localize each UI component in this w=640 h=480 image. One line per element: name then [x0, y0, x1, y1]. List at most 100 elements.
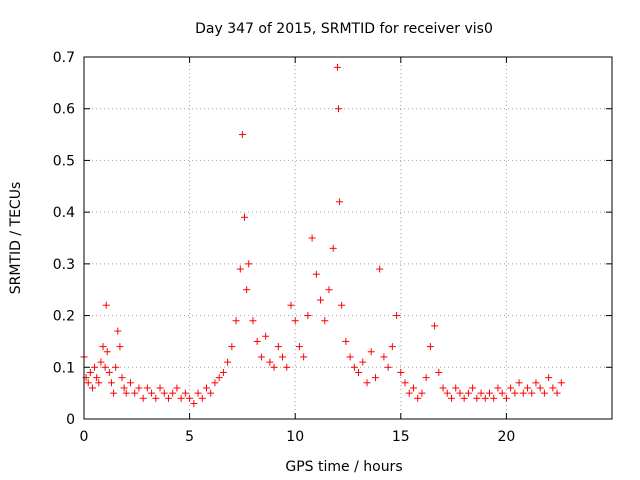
data-point	[494, 384, 502, 392]
data-point	[295, 343, 303, 351]
data-point	[498, 389, 506, 397]
data-point	[287, 301, 295, 309]
x-tick-label: 20	[497, 429, 515, 445]
data-point	[91, 363, 99, 371]
y-axis-label: SRMTID / TECUs	[8, 182, 24, 295]
data-point	[519, 389, 527, 397]
data-point	[105, 368, 113, 376]
data-point	[397, 368, 405, 376]
data-point	[110, 389, 118, 397]
data-point	[156, 384, 164, 392]
data-point	[202, 384, 210, 392]
data-point	[224, 358, 232, 366]
data-point	[135, 384, 143, 392]
data-point	[528, 389, 536, 397]
data-point	[99, 343, 107, 351]
data-point	[236, 265, 244, 273]
data-point	[350, 363, 358, 371]
data-point	[336, 198, 344, 206]
x-tick-label: 10	[286, 429, 304, 445]
data-point	[321, 317, 329, 325]
data-point	[238, 131, 246, 139]
data-point	[160, 389, 168, 397]
data-point	[228, 343, 236, 351]
x-tick-label: 15	[392, 429, 410, 445]
data-point	[456, 389, 464, 397]
data-point	[122, 389, 130, 397]
data-point	[338, 301, 346, 309]
data-point	[194, 389, 202, 397]
plot-frame	[83, 56, 613, 420]
data-point	[507, 384, 515, 392]
y-tick-label: 0.3	[53, 257, 75, 273]
data-point	[557, 379, 565, 387]
data-point	[107, 379, 115, 387]
data-point	[511, 389, 519, 397]
data-point	[164, 394, 172, 402]
data-point	[114, 327, 122, 335]
data-point	[215, 374, 223, 382]
x-tick-label: 5	[185, 429, 194, 445]
data-point	[435, 368, 443, 376]
y-tick-label: 0.4	[53, 205, 75, 221]
data-point	[243, 286, 251, 294]
data-point	[291, 317, 299, 325]
data-point	[126, 379, 134, 387]
data-point	[490, 394, 498, 402]
y-tick-label: 0.2	[53, 309, 75, 325]
data-point	[329, 244, 337, 252]
data-point	[540, 389, 548, 397]
data-point	[312, 270, 320, 278]
data-point	[422, 374, 430, 382]
data-point	[477, 389, 485, 397]
data-point	[266, 358, 274, 366]
data-point	[431, 322, 439, 330]
data-point	[257, 353, 265, 361]
data-point	[274, 343, 282, 351]
data-point	[363, 379, 371, 387]
data-point	[405, 389, 413, 397]
data-point	[219, 368, 227, 376]
data-point	[139, 394, 147, 402]
data-point	[460, 394, 468, 402]
data-point	[334, 105, 342, 113]
data-point	[207, 389, 215, 397]
data-point	[93, 374, 101, 382]
data-point	[443, 389, 451, 397]
data-point	[131, 389, 139, 397]
data-point	[169, 389, 177, 397]
data-point	[376, 265, 384, 273]
data-point	[549, 384, 557, 392]
y-tick-label: 0.5	[53, 153, 75, 169]
data-point	[545, 374, 553, 382]
data-points	[80, 63, 565, 407]
data-point	[198, 394, 206, 402]
data-point	[118, 374, 126, 382]
data-point	[439, 384, 447, 392]
data-point	[371, 374, 379, 382]
data-point	[317, 296, 325, 304]
data-point	[401, 379, 409, 387]
data-point	[464, 389, 472, 397]
data-point	[270, 363, 278, 371]
data-point	[553, 389, 561, 397]
data-point	[473, 394, 481, 402]
data-point	[536, 384, 544, 392]
data-point	[116, 343, 124, 351]
data-point	[177, 394, 185, 402]
data-point	[152, 394, 160, 402]
data-point	[101, 363, 109, 371]
x-tick-label: 0	[80, 429, 89, 445]
data-point	[283, 363, 291, 371]
y-tick-label: 0.7	[53, 50, 75, 66]
data-point	[325, 286, 333, 294]
data-point	[249, 317, 257, 325]
data-point	[253, 337, 261, 345]
data-point	[95, 379, 103, 387]
y-tick-label: 0.1	[53, 360, 75, 376]
x-axis-label: GPS time / hours	[285, 459, 402, 475]
data-point	[452, 384, 460, 392]
grid-lines	[84, 57, 612, 419]
data-point	[112, 363, 120, 371]
